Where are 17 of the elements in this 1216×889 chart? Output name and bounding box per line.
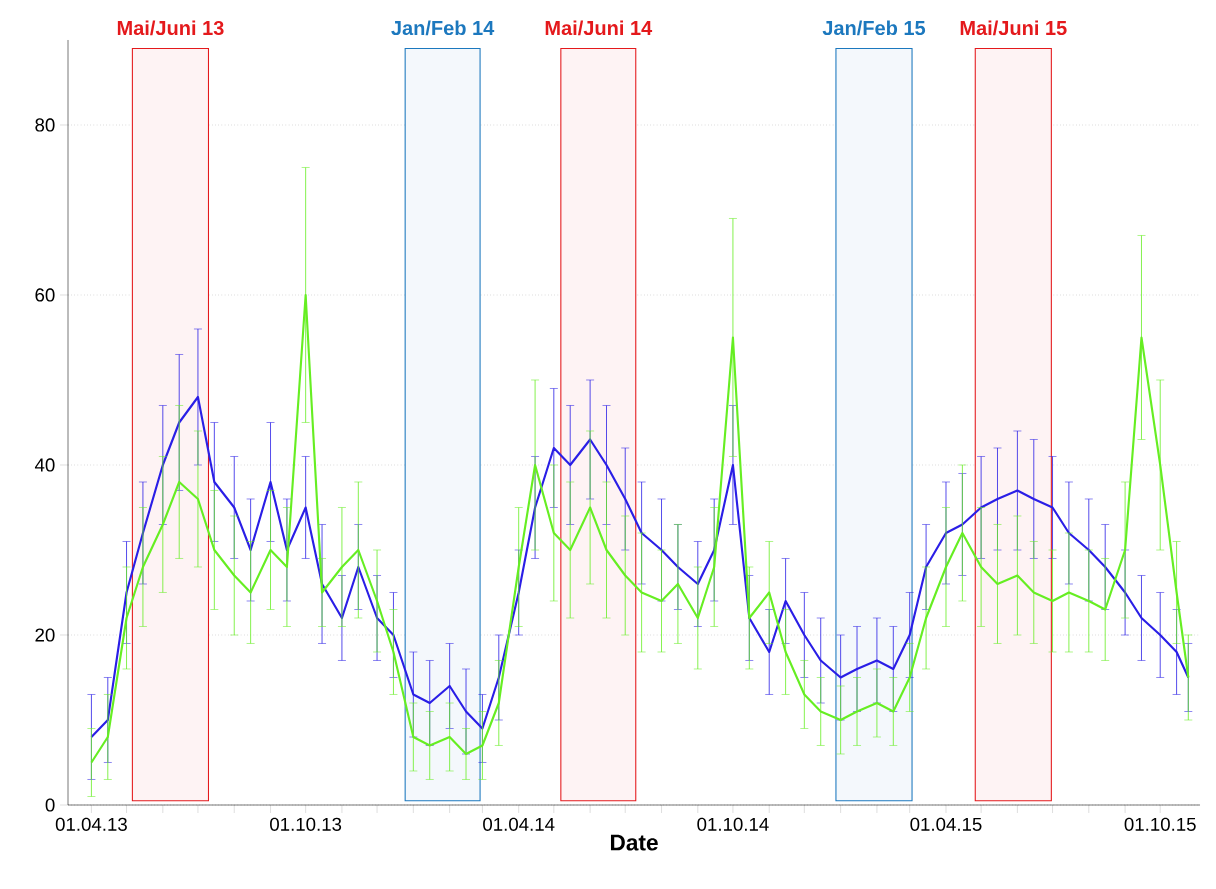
y-tick-label: 80 (35, 118, 55, 132)
x-tick-label: 01.10.14 (697, 817, 769, 831)
band-label: Mai/Juni 13 (117, 20, 224, 36)
x-tick-label: 01.04.13 (55, 817, 127, 831)
x-tick-label: 01.10.15 (1124, 817, 1196, 831)
band-label: Mai/Juni 15 (960, 20, 1067, 36)
x-tick-label: 01.04.15 (910, 817, 982, 831)
y-tick-label: 40 (34, 458, 55, 472)
band-label: Jan/Feb 14 (391, 20, 495, 36)
y-tick-label: 0 (45, 798, 55, 812)
x-tick-label: 01.10.13 (270, 817, 342, 831)
y-tick-label: 60 (35, 288, 55, 302)
x-tick-label: 01.04.14 (483, 817, 555, 831)
band-label: Jan/Feb 15 (822, 20, 926, 36)
y-tick-label: 20 (35, 628, 55, 642)
band-label: Mai/Juni 14 (545, 20, 653, 36)
x-axis-title: Date (610, 834, 658, 851)
